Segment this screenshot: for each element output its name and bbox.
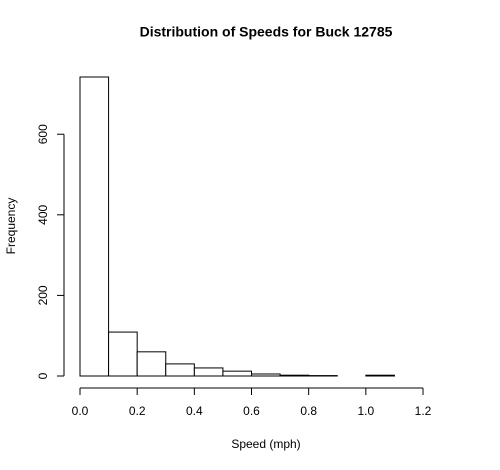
x-tick-label: 0.0 [72,404,89,418]
y-tick-label: 0 [36,372,50,379]
x-tick-label: 0.6 [243,404,260,418]
y-tick-label: 200 [36,285,50,305]
chart-title: Distribution of Speeds for Buck 12785 [140,24,393,40]
bar [136,351,167,377]
bar [222,370,253,377]
x-tick-label: 1.2 [415,404,432,418]
bar [108,331,138,377]
bar [365,374,395,377]
y-tick-label: 400 [36,204,50,224]
x-tick-label: 0.4 [186,404,203,418]
bar [251,373,281,377]
y-tick-label: 600 [36,124,50,144]
bar [279,374,310,377]
bar [165,363,195,377]
x-tick-label: 0.8 [300,404,317,418]
x-tick-label: 1.0 [358,404,375,418]
bar [79,76,110,377]
x-axis-label: Speed (mph) [231,437,300,451]
bar [193,367,224,377]
y-axis-label: Frequency [4,198,18,255]
x-tick-label: 0.2 [129,404,146,418]
